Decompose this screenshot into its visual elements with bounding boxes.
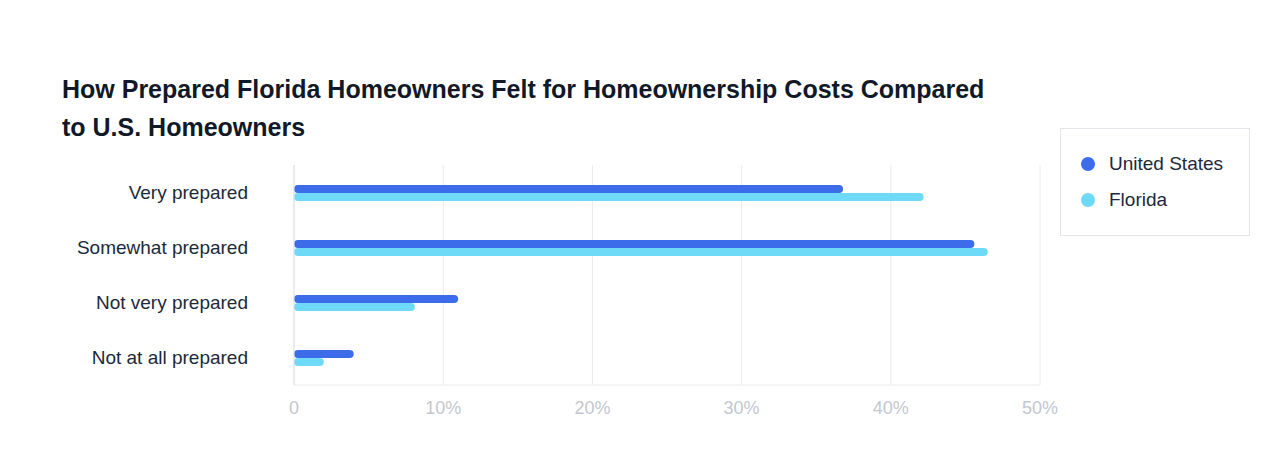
svg-text:40%: 40% — [873, 398, 909, 418]
svg-text:50%: 50% — [1022, 398, 1058, 418]
svg-text:30%: 30% — [724, 398, 760, 418]
svg-text:Very prepared: Very prepared — [129, 182, 248, 203]
html-text:How Prepared Florida Homeowner: How Prepared Florida Homeowners Felt for… — [62, 75, 985, 141]
svg-text:Somewhat prepared: Somewhat prepared — [77, 237, 248, 258]
html-text:Florida: Florida — [1109, 189, 1168, 210]
svg-text:Not very prepared: Not very prepared — [96, 292, 248, 313]
svg-text:0: 0 — [289, 398, 299, 418]
svg-text:10%: 10% — [425, 398, 461, 418]
svg-text:Not at all prepared: Not at all prepared — [92, 347, 248, 368]
svg-text:20%: 20% — [574, 398, 610, 418]
html-text:United States: United States — [1109, 153, 1224, 174]
